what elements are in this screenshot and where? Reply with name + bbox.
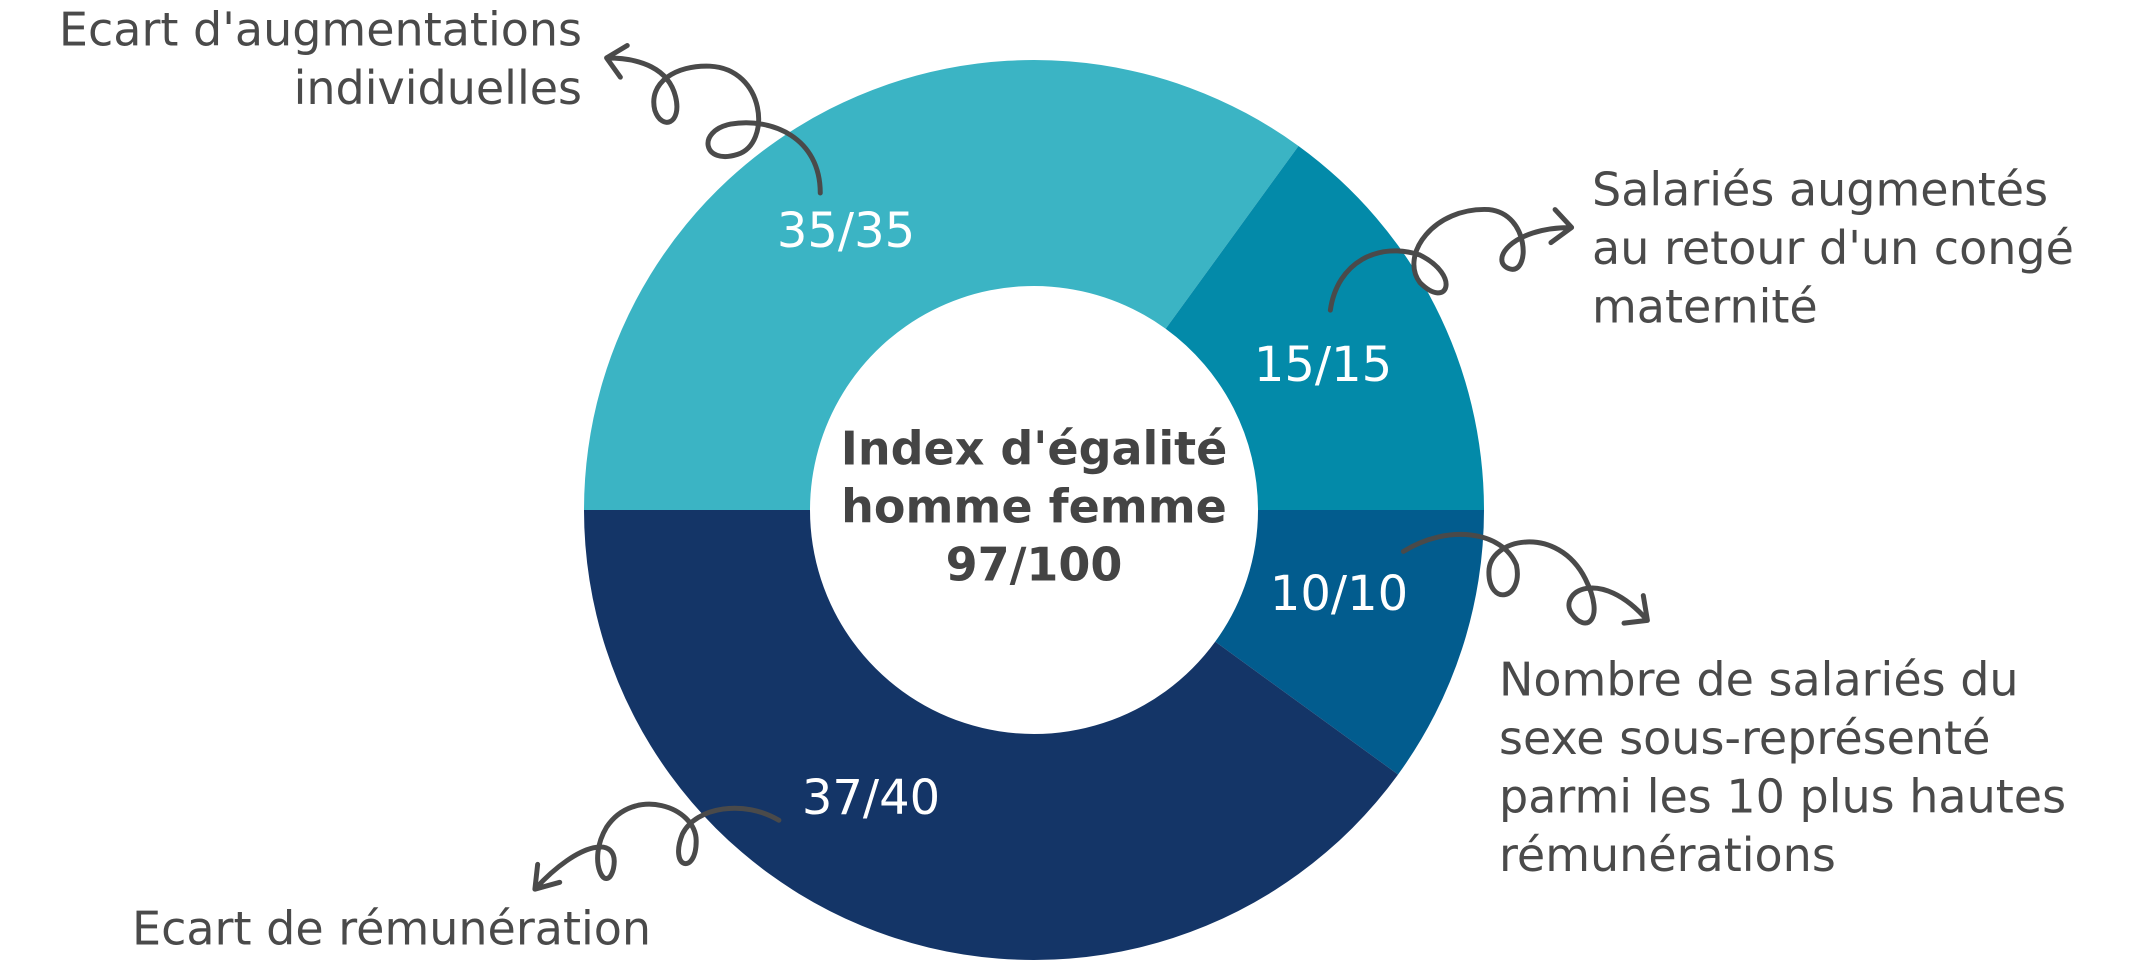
center-label: Index d'égalité (841, 422, 1228, 476)
donut-segment (584, 60, 1299, 511)
arrow (1400, 532, 1650, 626)
arrows (532, 43, 1650, 892)
value-label: 15/15 (1254, 337, 1392, 393)
donut-segment (1215, 510, 1484, 775)
donut-segment (584, 510, 1399, 960)
center-label: 97/100 (946, 538, 1123, 592)
donut-segment (1165, 145, 1484, 510)
category-label: sexe sous-représenté (1499, 711, 1990, 765)
category-label: maternité (1592, 280, 1818, 334)
category-label: Ecart de rémunération (132, 902, 651, 956)
donut (584, 60, 1484, 960)
category-label: individuelles (294, 61, 582, 115)
category-label: au retour d'un congé (1592, 221, 2074, 275)
category-label: Salariés augmentés (1592, 163, 2048, 217)
category-label: Nombre de salariés du (1499, 653, 2019, 707)
arrow (604, 43, 823, 196)
arrow (1327, 207, 1575, 313)
category-label: rémunérations (1499, 828, 1836, 882)
value-label: 37/40 (802, 770, 940, 826)
center-label: homme femme (841, 480, 1227, 534)
value-label: 35/35 (777, 203, 915, 259)
value-label: 10/10 (1270, 566, 1408, 622)
category-label: parmi les 10 plus hautes (1499, 770, 2066, 824)
category-label: Ecart d'augmentations (59, 3, 582, 57)
arrow (532, 801, 782, 892)
